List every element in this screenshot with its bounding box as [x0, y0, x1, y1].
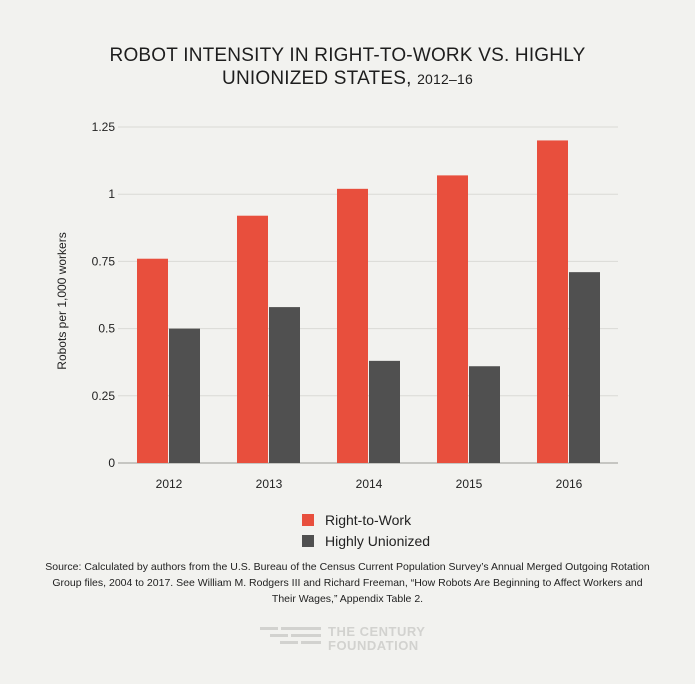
y-tick-label: 1.25: [92, 120, 116, 134]
legend-swatch-highly-unionized: [302, 534, 314, 547]
bar-highly-unionized: [569, 272, 600, 463]
logo-text: THE CENTURY FOUNDATION: [328, 625, 425, 653]
logo-text-line-1: THE CENTURY: [328, 624, 426, 639]
x-tick-label: 2012: [156, 477, 183, 491]
bars: [137, 140, 600, 463]
bar-highly-unionized: [269, 307, 300, 463]
bar-highly-unionized: [469, 366, 500, 463]
x-tick-label: 2015: [456, 477, 483, 491]
y-axis-label: Robots per 1,000 workers: [55, 232, 69, 369]
logo-mark-icon: [260, 627, 321, 644]
bar-right-to-work: [437, 175, 468, 463]
bar-right-to-work: [337, 188, 368, 463]
y-tick-label: 1: [108, 187, 115, 201]
title-line-2: UNIONIZED STATES, 2012–16: [0, 67, 695, 91]
century-foundation-logo: THE CENTURY FOUNDATION: [260, 624, 440, 656]
y-tick-label: 0.5: [98, 322, 115, 336]
x-tick-labels: 2012 2013 2014 2015 2016: [156, 477, 583, 491]
x-tick-label: 2014: [356, 477, 383, 491]
bar-right-to-work: [137, 258, 168, 463]
title-line-2-main: UNIONIZED STATES,: [222, 68, 412, 89]
bar-highly-unionized: [369, 360, 400, 463]
y-tick-labels: 0 0.25 0.5 0.75 1 1.25: [92, 120, 116, 470]
legend-item-highly-unionized: Highly Unionized: [302, 530, 430, 551]
legend-label-highly-unionized: Highly Unionized: [325, 532, 431, 549]
y-tick-label: 0.75: [92, 254, 116, 268]
title-line-2-years: 2012–16: [417, 71, 473, 87]
legend-label-right-to-work: Right-to-Work: [325, 511, 412, 528]
y-tick-label: 0: [108, 456, 115, 470]
legend-swatch-right-to-work: [302, 513, 314, 526]
x-tick-label: 2013: [256, 477, 283, 491]
logo-text-line-2: FOUNDATION: [328, 638, 419, 653]
chart-title: ROBOT INTENSITY IN RIGHT-TO-WORK VS. HIG…: [0, 44, 695, 91]
title-line-1: ROBOT INTENSITY IN RIGHT-TO-WORK VS. HIG…: [109, 45, 586, 66]
bar-right-to-work: [237, 215, 268, 463]
legend: Right-to-Work Highly Unionized: [302, 509, 430, 551]
source-note: Source: Calculated by authors from the U…: [45, 561, 650, 605]
y-tick-label: 0.25: [92, 389, 116, 403]
bar-highly-unionized: [169, 328, 200, 463]
x-tick-label: 2016: [556, 477, 583, 491]
legend-item-right-to-work: Right-to-Work: [302, 509, 430, 530]
bar-right-to-work: [537, 140, 568, 463]
